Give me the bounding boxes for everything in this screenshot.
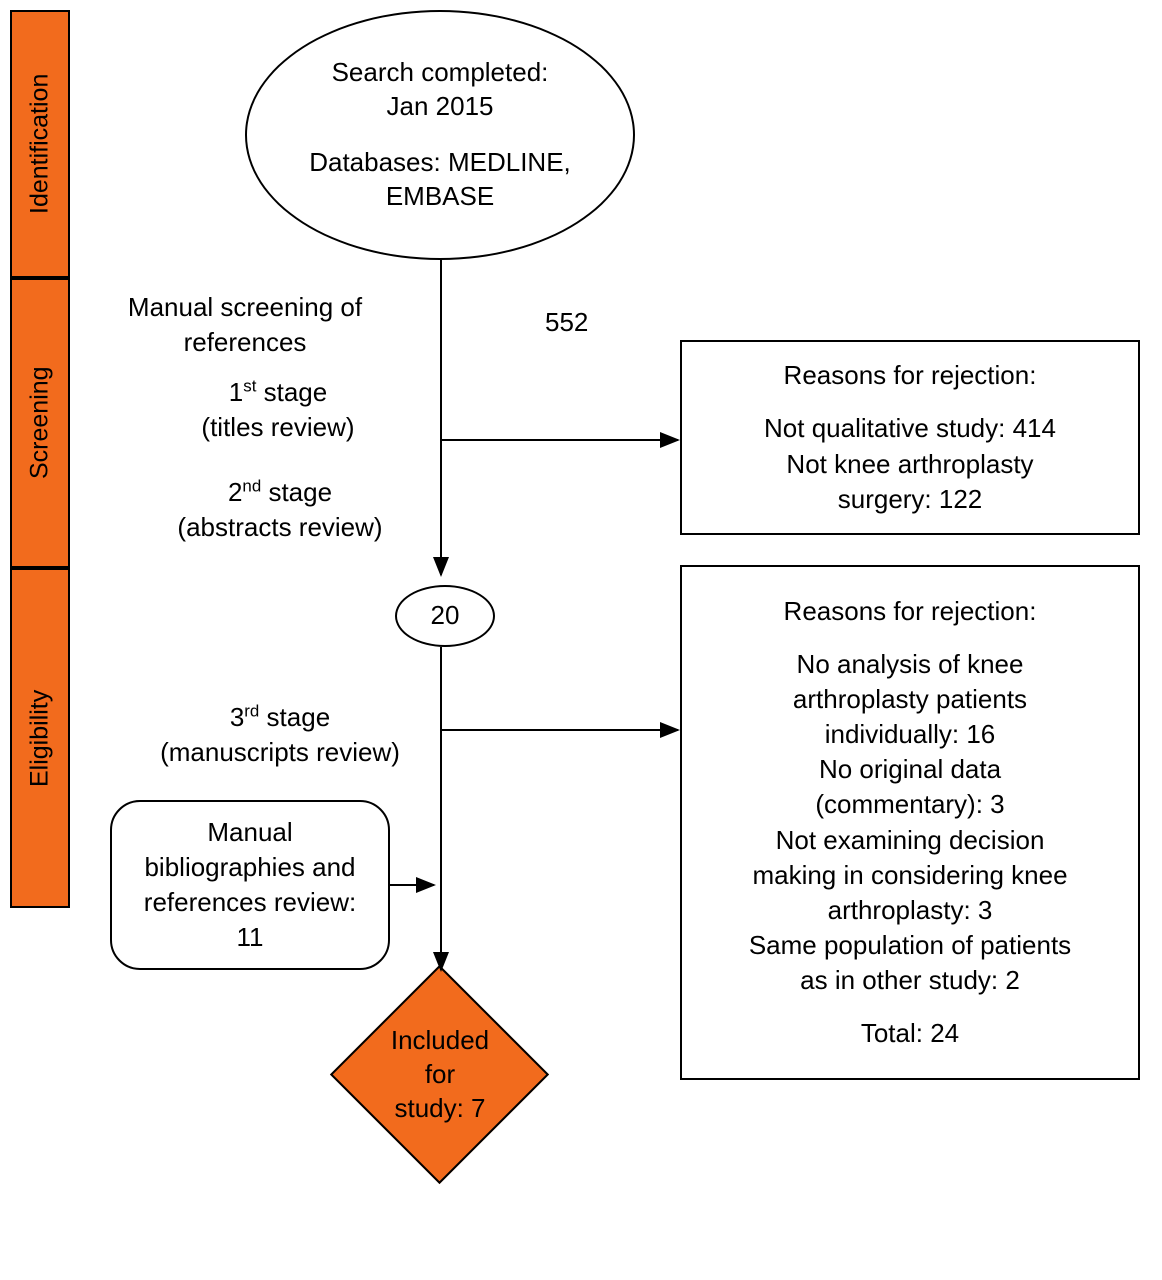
reject2-l9: Same population of patients xyxy=(749,928,1071,963)
reject2-l1: No analysis of knee xyxy=(797,647,1024,682)
biblio-box: Manual bibliographies and references rev… xyxy=(110,800,390,970)
count-552: 552 xyxy=(545,305,588,340)
stage-label: Identification xyxy=(26,74,55,214)
stage-eligibility: Eligibility xyxy=(10,568,70,908)
included-diamond: Included for study: 7 xyxy=(330,965,550,1185)
biblio-l4: 11 xyxy=(237,920,264,955)
count-20-value: 20 xyxy=(431,599,460,633)
included-l2: for xyxy=(391,1058,489,1092)
reject2-l8: arthroplasty: 3 xyxy=(828,893,993,928)
biblio-l1: Manual xyxy=(207,815,292,850)
biblio-l3: references review: xyxy=(144,885,356,920)
included-l3: study: 7 xyxy=(391,1092,489,1126)
stage3-line1: 3rd stage xyxy=(230,702,330,732)
stage2-line2: (abstracts review) xyxy=(177,512,382,542)
stage3-line2: (manuscripts review) xyxy=(160,737,400,767)
search-line3: Databases: MEDLINE, xyxy=(309,146,571,180)
reject2-l2: arthroplasty patients xyxy=(793,682,1027,717)
count-20-ellipse: 20 xyxy=(395,585,495,647)
search-line4: EMBASE xyxy=(386,180,494,214)
reject2-l10: as in other study: 2 xyxy=(800,963,1020,998)
rejection-box-2: Reasons for rejection: No analysis of kn… xyxy=(680,565,1140,1080)
reject2-l6: Not examining decision xyxy=(776,823,1045,858)
included-l1: Included xyxy=(391,1024,489,1058)
reject2-l4: No original data xyxy=(819,752,1001,787)
stage-screening: Screening xyxy=(10,278,70,568)
count-552-value: 552 xyxy=(545,307,588,337)
search-line2: Jan 2015 xyxy=(387,90,494,124)
stage-label: Eligibility xyxy=(26,689,55,786)
stage-label: Screening xyxy=(26,367,55,480)
search-ellipse: Search completed: Jan 2015 Databases: ME… xyxy=(245,10,635,260)
reject2-l7: making in considering knee xyxy=(752,858,1067,893)
reject2-total: Total: 24 xyxy=(861,1016,959,1051)
stage2-line1: 2nd stage xyxy=(228,477,332,507)
reject1-r2a: Not knee arthroplasty xyxy=(786,447,1033,482)
manual-screening-text: Manual screening ofreferences xyxy=(128,292,362,357)
reject2-l3: individually: 16 xyxy=(825,717,996,752)
stage2-label: 2nd stage (abstracts review) xyxy=(140,475,420,545)
stage-identification: Identification xyxy=(10,10,70,278)
stage3-label: 3rd stage (manuscripts review) xyxy=(130,700,430,770)
reject1-r1: Not qualitative study: 414 xyxy=(764,411,1056,446)
manual-screening-label: Manual screening ofreferences xyxy=(90,290,400,360)
stage1-line2: (titles review) xyxy=(201,412,354,442)
reject2-l5: (commentary): 3 xyxy=(815,787,1004,822)
stage1-label: 1st stage (titles review) xyxy=(168,375,388,445)
included-text: Included for study: 7 xyxy=(391,1024,489,1125)
stage1-line1: 1st stage xyxy=(229,377,327,407)
rejection-box-1: Reasons for rejection: Not qualitative s… xyxy=(680,340,1140,535)
search-line1: Search completed: xyxy=(332,56,549,90)
biblio-l2: bibliographies and xyxy=(144,850,355,885)
reject1-r2b: surgery: 122 xyxy=(838,482,983,517)
reject1-title: Reasons for rejection: xyxy=(784,358,1037,393)
reject2-title: Reasons for rejection: xyxy=(784,594,1037,629)
